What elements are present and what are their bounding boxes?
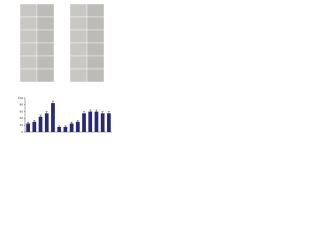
bar xyxy=(94,111,99,132)
y-tick-label: 60 xyxy=(20,109,24,113)
bar xyxy=(75,121,80,132)
micrograph xyxy=(19,29,38,44)
micrograph xyxy=(36,55,55,70)
bar xyxy=(63,126,68,132)
figure: 0 20 40 60 80 100 xyxy=(18,3,112,134)
y-tick-label: 40 xyxy=(20,116,24,120)
y-tick-label: 100 xyxy=(18,96,23,100)
micrograph xyxy=(86,55,105,70)
micrograph xyxy=(19,68,38,83)
bar xyxy=(44,113,49,132)
micrograph xyxy=(69,42,88,57)
micrograph xyxy=(69,16,88,31)
y-tick-label: 80 xyxy=(20,103,24,107)
bar xyxy=(88,111,93,132)
y-tick-label: 20 xyxy=(20,123,24,127)
bar xyxy=(107,113,111,132)
micrograph xyxy=(19,16,38,31)
bar xyxy=(26,123,30,132)
micrograph xyxy=(36,42,55,57)
micrograph xyxy=(36,16,55,31)
micrograph xyxy=(69,3,88,18)
micrograph-grid xyxy=(19,3,105,83)
micrograph xyxy=(86,68,105,83)
bar xyxy=(100,113,105,132)
micrograph xyxy=(69,68,88,83)
micrograph xyxy=(69,55,88,70)
micrograph xyxy=(19,3,38,18)
bar xyxy=(51,103,55,132)
bar xyxy=(32,121,37,132)
micrograph xyxy=(36,68,55,83)
micrograph xyxy=(86,16,105,31)
micrograph xyxy=(36,29,55,44)
bar xyxy=(57,126,62,132)
micrograph xyxy=(86,3,105,18)
micrograph xyxy=(19,55,38,70)
bar xyxy=(38,116,43,132)
micrograph xyxy=(69,29,88,44)
micrograph xyxy=(86,29,105,44)
bar xyxy=(69,123,74,132)
micrograph xyxy=(36,3,55,18)
bar xyxy=(82,113,86,132)
micrograph xyxy=(19,42,38,57)
micrograph xyxy=(86,42,105,57)
y-tick-label: 0 xyxy=(21,130,23,134)
